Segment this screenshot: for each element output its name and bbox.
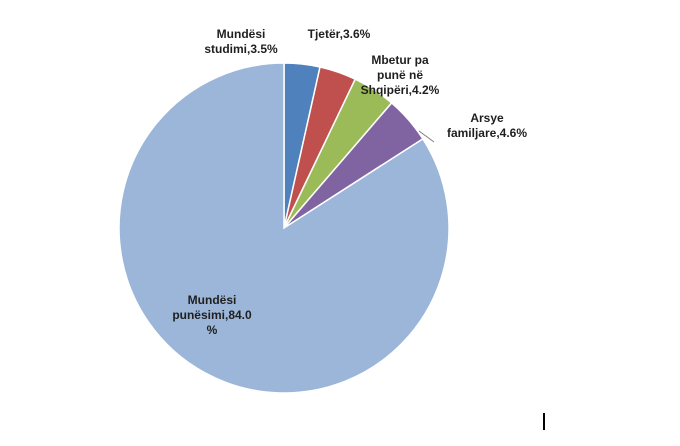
pie-slice-4 (118, 62, 450, 394)
slice-data-label-line: Mbetur pa (371, 53, 429, 67)
slice-data-label-line: Shqipëri,4.2% (361, 83, 440, 97)
slice-data-label-line: familjare,4.6% (447, 126, 527, 140)
slice-data-label-1: Tjetër,3.6% (308, 27, 371, 41)
slice-data-label-2: Mbetur pa punë në Shqipëri,4.2% (361, 53, 440, 97)
slice-data-label-0: Mundësi studimi,3.5% (204, 27, 278, 56)
slice-data-label-line: punësimi,84.0 (172, 308, 252, 322)
slice-data-label-line: Arsye (470, 111, 504, 125)
leader-line-3 (418, 130, 435, 143)
slice-data-label-4: Mundësi punësimi,84.0% (172, 293, 252, 337)
slice-data-label-line: Tjetër,3.6% (308, 27, 371, 41)
slice-data-label-line: % (207, 323, 218, 337)
slice-data-label-3: Arsye familjare,4.6% (447, 111, 527, 140)
slice-data-label-line: studimi,3.5% (204, 42, 278, 56)
slice-data-label-line: Mundësi (188, 293, 237, 307)
slice-data-label-line: Mundësi (217, 27, 266, 41)
text-cursor (543, 413, 545, 430)
slice-data-label-line: punë në (377, 68, 423, 82)
